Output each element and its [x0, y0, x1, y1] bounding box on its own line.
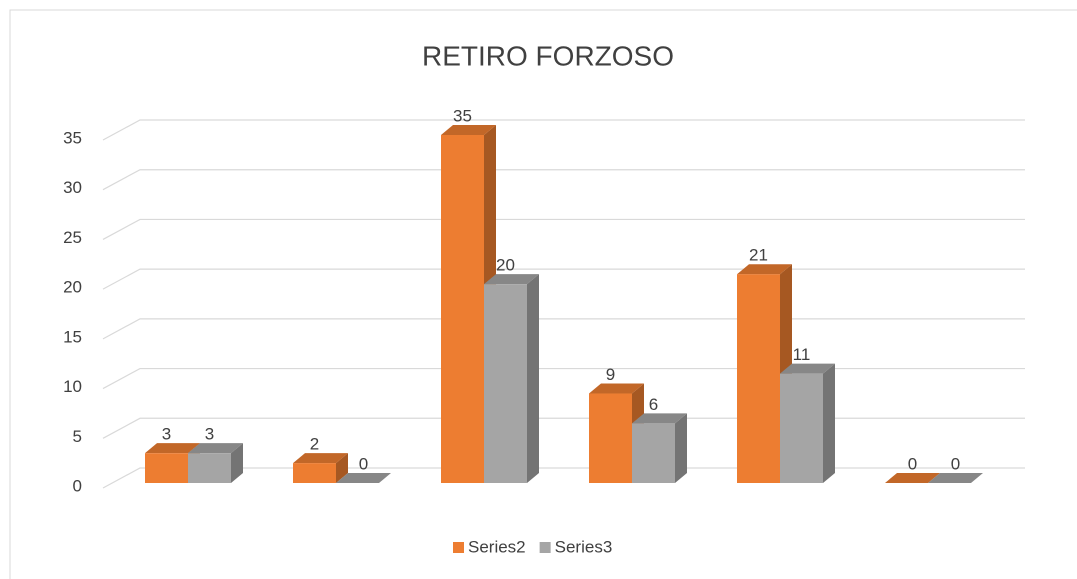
- data-label: 2: [310, 435, 319, 454]
- grid-line: [102, 218, 1025, 240]
- bar: [293, 453, 348, 483]
- bar-front: [188, 453, 231, 483]
- data-label: 35: [453, 106, 472, 125]
- bar: [737, 264, 792, 483]
- y-tick-label: 25: [63, 228, 82, 247]
- bar: [188, 443, 243, 483]
- data-label: 21: [749, 246, 768, 265]
- data-label: 0: [951, 454, 960, 473]
- data-label: 20: [496, 256, 515, 275]
- bar: [780, 363, 835, 483]
- legend-label: Series3: [555, 537, 613, 556]
- y-tick-label: 0: [73, 476, 82, 495]
- bar-top: [780, 363, 835, 374]
- data-label: 0: [908, 454, 917, 473]
- data-label: 11: [793, 345, 811, 364]
- bar: [632, 413, 687, 483]
- bar: [885, 473, 940, 483]
- legend-label: Series2: [468, 537, 526, 556]
- grid-line: [102, 119, 1025, 141]
- bar-front: [780, 373, 823, 483]
- data-label: 6: [649, 395, 658, 414]
- grid-line: [102, 417, 1025, 439]
- bar-side: [675, 413, 687, 483]
- grid-line: [102, 268, 1025, 290]
- grid-line: [102, 318, 1025, 340]
- bar-front: [441, 135, 484, 483]
- bar-front: [589, 393, 632, 483]
- data-label: 9: [606, 365, 615, 384]
- y-tick-label: 20: [63, 278, 82, 297]
- chart-title: RETIRO FORZOSO: [422, 40, 674, 71]
- grid-line: [102, 367, 1025, 390]
- data-label: 3: [162, 425, 171, 444]
- bar-side: [231, 443, 243, 483]
- bar-top: [737, 264, 792, 275]
- bar: [336, 473, 391, 483]
- bar-top: [293, 453, 348, 464]
- bar-top: [484, 274, 539, 285]
- bar-front: [737, 274, 780, 483]
- legend-swatch: [453, 542, 464, 553]
- bar-front: [484, 284, 527, 483]
- chart-frame: [9, 9, 1077, 579]
- bar: [928, 473, 983, 483]
- data-label: 3: [205, 425, 214, 444]
- bar-top: [885, 473, 940, 483]
- y-tick-label: 10: [63, 377, 82, 396]
- data-label: 0: [359, 454, 368, 473]
- grid-line: [102, 169, 1025, 191]
- y-tick-label: 5: [73, 427, 82, 446]
- bar-top: [928, 473, 983, 483]
- bar-side: [823, 363, 835, 483]
- grid-line: [102, 467, 1025, 489]
- bar-top: [145, 443, 200, 454]
- y-tick-label: 15: [63, 327, 82, 346]
- bar-front: [145, 453, 188, 483]
- bar-top: [589, 383, 644, 394]
- bar-top: [336, 473, 391, 483]
- y-tick-label: 30: [63, 178, 82, 197]
- bar-top: [441, 125, 496, 135]
- bar-top: [188, 443, 243, 454]
- y-tick-label: 35: [63, 128, 82, 147]
- legend-swatch: [539, 542, 551, 553]
- bar-front: [632, 423, 675, 483]
- bar: [484, 274, 539, 483]
- bar-front: [293, 463, 336, 483]
- bar-side: [527, 274, 539, 483]
- bar-side: [336, 453, 348, 483]
- bar-top: [632, 413, 687, 424]
